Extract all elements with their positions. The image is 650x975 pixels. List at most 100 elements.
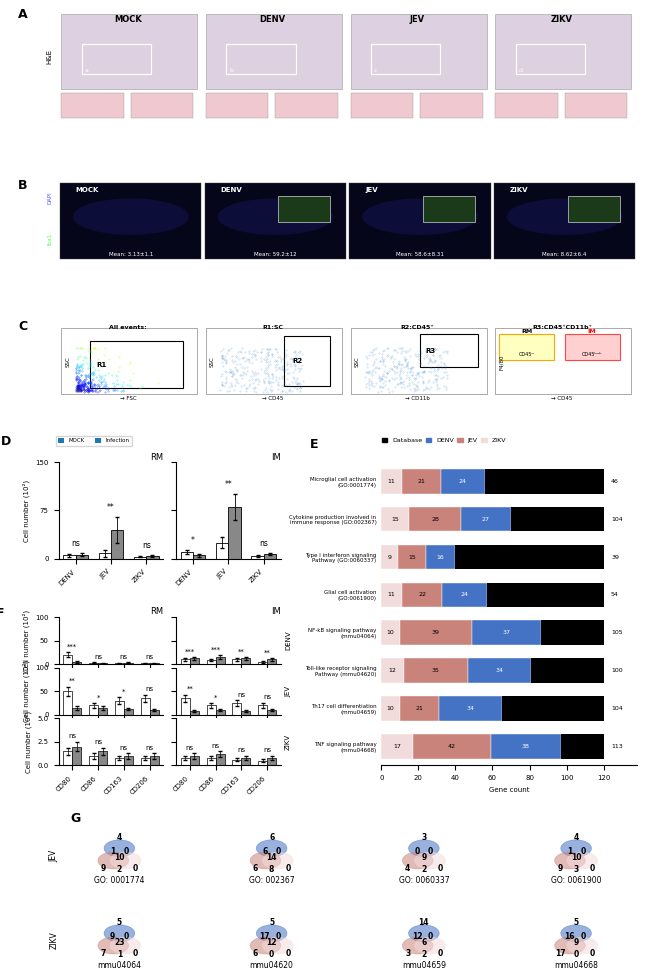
Bar xyxy=(382,583,402,607)
Y-axis label: Cell number (10²): Cell number (10²) xyxy=(22,609,30,672)
Bar xyxy=(284,335,330,386)
Text: 3: 3 xyxy=(405,949,410,957)
Bar xyxy=(72,662,81,664)
Bar xyxy=(400,696,439,721)
Text: 21: 21 xyxy=(417,479,425,484)
Bar xyxy=(63,752,72,765)
Text: 0: 0 xyxy=(276,932,281,941)
Ellipse shape xyxy=(567,937,597,954)
Bar xyxy=(61,328,198,394)
Text: 22: 22 xyxy=(418,593,426,598)
Bar xyxy=(190,658,199,664)
Text: ns: ns xyxy=(263,748,271,754)
Text: a: a xyxy=(84,67,88,72)
Bar xyxy=(146,556,159,559)
Text: 10: 10 xyxy=(114,853,125,863)
Text: R2:CD45⁺: R2:CD45⁺ xyxy=(400,326,434,331)
Text: *: * xyxy=(191,536,195,545)
Text: 3: 3 xyxy=(421,833,426,842)
Text: 9: 9 xyxy=(101,864,106,873)
Text: 14: 14 xyxy=(419,918,429,927)
Text: RM: RM xyxy=(521,329,533,333)
Text: 21: 21 xyxy=(415,706,423,711)
Bar xyxy=(469,658,531,682)
Text: 4: 4 xyxy=(405,864,410,873)
Bar xyxy=(206,15,342,90)
Text: A: A xyxy=(18,8,28,20)
Bar xyxy=(420,334,478,367)
Bar xyxy=(252,556,264,559)
Bar xyxy=(232,760,241,765)
Text: 0: 0 xyxy=(415,847,420,856)
Text: 104: 104 xyxy=(611,517,623,522)
Text: c: c xyxy=(374,67,377,72)
Text: d: d xyxy=(519,67,523,72)
Bar xyxy=(276,93,338,118)
Text: 15: 15 xyxy=(408,555,416,560)
Bar xyxy=(98,708,107,715)
Text: 7: 7 xyxy=(101,949,106,957)
Title: mmu04064: mmu04064 xyxy=(98,961,142,970)
Bar xyxy=(99,554,111,559)
Text: → CD45: → CD45 xyxy=(262,397,283,402)
Bar xyxy=(398,545,426,569)
Text: CD45ᴵᴷ: CD45ᴵᴷ xyxy=(519,352,535,357)
Text: DENV: DENV xyxy=(259,16,285,24)
Title: mmu04668: mmu04668 xyxy=(554,961,598,970)
Text: ns: ns xyxy=(259,538,268,548)
Bar xyxy=(207,660,216,664)
Text: 16: 16 xyxy=(564,932,575,941)
Bar xyxy=(134,557,146,559)
Text: IM: IM xyxy=(271,452,281,461)
Bar xyxy=(531,658,604,682)
Text: ***: *** xyxy=(211,646,220,652)
Text: 0: 0 xyxy=(269,950,274,958)
Text: R1:SC: R1:SC xyxy=(262,326,283,331)
Text: Iba1: Iba1 xyxy=(47,232,53,245)
Ellipse shape xyxy=(263,937,293,954)
Bar xyxy=(111,529,124,559)
Text: 0: 0 xyxy=(133,949,138,957)
Bar xyxy=(124,663,133,664)
Title: GO: 0060337: GO: 0060337 xyxy=(398,877,449,885)
Text: IM: IM xyxy=(588,329,596,333)
Ellipse shape xyxy=(73,199,188,235)
Text: 0: 0 xyxy=(276,847,281,856)
Bar xyxy=(181,659,190,664)
Ellipse shape xyxy=(402,937,433,954)
Bar xyxy=(565,93,627,118)
Text: 10: 10 xyxy=(387,630,395,636)
Text: 2: 2 xyxy=(421,865,426,874)
Text: 0: 0 xyxy=(428,847,434,856)
Text: ns: ns xyxy=(120,653,128,660)
Bar xyxy=(241,711,250,715)
Bar xyxy=(181,698,190,715)
Text: ZIKV: ZIKV xyxy=(510,187,528,193)
Text: MOCK: MOCK xyxy=(114,16,142,24)
Bar xyxy=(181,552,193,559)
Bar xyxy=(461,507,511,531)
Ellipse shape xyxy=(561,839,592,857)
Bar xyxy=(258,705,267,715)
Text: R3: R3 xyxy=(426,348,436,354)
Text: 0: 0 xyxy=(437,864,443,873)
Bar xyxy=(89,663,98,664)
Text: F4/80: F4/80 xyxy=(499,354,504,370)
Bar xyxy=(439,696,502,721)
Bar xyxy=(140,698,150,715)
Bar xyxy=(207,705,216,715)
Text: 6: 6 xyxy=(253,864,258,873)
Bar xyxy=(115,758,124,765)
Text: 5: 5 xyxy=(269,918,274,927)
Bar xyxy=(63,556,75,559)
Text: ZIKV: ZIKV xyxy=(551,16,573,24)
Ellipse shape xyxy=(256,925,287,942)
Bar xyxy=(232,703,241,715)
Bar xyxy=(404,658,469,682)
Title: GO: 0061900: GO: 0061900 xyxy=(551,877,601,885)
Text: 0: 0 xyxy=(124,847,129,856)
Bar xyxy=(409,507,461,531)
Bar xyxy=(511,507,604,531)
Ellipse shape xyxy=(218,199,333,235)
Text: R2: R2 xyxy=(292,359,303,365)
